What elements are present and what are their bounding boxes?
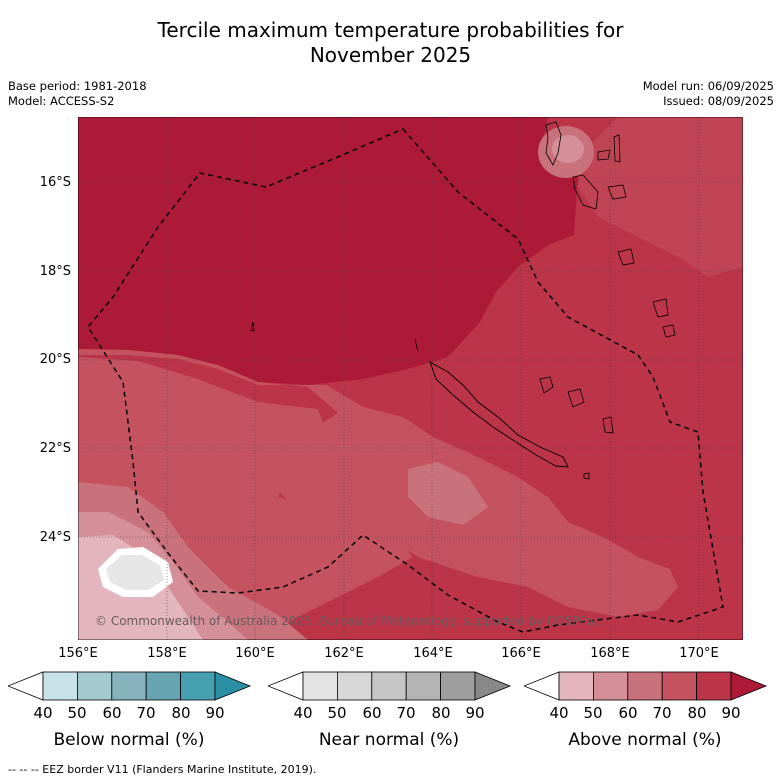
island-loyalty-2 [567,388,585,408]
base-period: Base period: 1981-2018 [8,79,147,93]
island-tanna [662,324,676,338]
lon-label-156e: 156°E [58,646,98,661]
lat-label-22s: 22°S [39,441,71,456]
island-ambrym [607,184,627,200]
colorbar-below-segment [111,671,147,701]
colorbar-below-segment [180,671,216,701]
lon-label-168e: 168°E [590,646,630,661]
colorbar-below-segment [77,671,113,701]
tick-above-70: 70 [652,704,672,722]
tick-above-50: 50 [583,704,603,722]
colorbar-near-segment [405,671,441,701]
tick-near-40: 40 [293,704,313,722]
tick-above-40: 40 [549,704,569,722]
forecast-map [78,117,743,640]
eez-footer-note: -- -- -- EEZ border V11 (Flanders Marine… [8,763,317,776]
colorbar-below-max-arrow [214,671,252,701]
tick-near-90: 90 [465,704,485,722]
island-efate [617,248,635,266]
island-west [250,321,255,332]
tick-near-80: 80 [431,704,451,722]
colorbar-above-segment [696,671,732,701]
colorbar-near-segment [337,671,373,701]
tick-below-60: 60 [102,704,122,722]
colorbar-above-min-arrow [524,671,560,701]
region-near-normal [106,555,164,590]
colorbar-above-segment [661,671,697,701]
lat-label-20s: 20°S [39,352,71,367]
colorbar-label-near: Near normal (%) [318,730,460,750]
tick-below-80: 80 [171,704,191,722]
colorbar-below-segment [145,671,181,701]
region-vanuatu-40-50 [552,135,584,163]
tick-below-70: 70 [136,704,156,722]
title-line-2: November 2025 [309,43,472,67]
region-above-60-70-ne [578,117,743,277]
tick-near-60: 60 [362,704,382,722]
graticule [78,117,743,640]
island-loyalty-3 [602,416,614,434]
colorbar-above-segment [593,671,629,701]
colorbar-above-max-arrow [730,671,768,701]
lat-label-18s: 18°S [39,264,71,279]
colorbar-near-segment [371,671,407,701]
island-chesterfield [414,338,419,353]
tick-below-90: 90 [205,704,225,722]
island-espiritu-santo [545,121,562,166]
colorbar-below-normal [8,671,252,701]
colorbar-label-above: Above normal (%) [568,730,722,750]
lon-label-164e: 164°E [413,646,453,661]
new-caledonia-outline [429,361,569,468]
colorbar-above-segment [627,671,663,701]
region-above-60-70 [78,349,678,617]
lon-label-162e: 162°E [324,646,364,661]
model-run: Model run: 06/09/2025 [642,79,774,93]
copyright-notice: © Commonwealth of Australia 2025, Bureau… [95,614,601,628]
map-title: Tercile maximum temperature probabilitie… [0,18,781,68]
region-above-80-90 [78,117,578,385]
tick-near-50: 50 [327,704,347,722]
tick-above-90: 90 [721,704,741,722]
model-name: Model: ACCESS-S2 [8,94,115,108]
colorbar-near-normal [268,671,512,701]
lon-label-166e: 166°E [501,646,541,661]
colorbar-below-segment [42,671,78,701]
lat-label-16s: 16°S [39,175,71,190]
colorbar-near-min-arrow [268,671,304,701]
meta-right: Model run: 06/09/2025 Issued: 08/09/2025 [643,79,774,109]
colorbar-near-segment [440,671,476,701]
island-erromango [652,298,669,318]
region-above-50-60-centre [408,462,488,525]
tick-above-60: 60 [618,704,638,722]
island-ambae [597,149,611,161]
lat-label-24s: 24°S [39,530,71,545]
colorbar-above-segment [558,671,594,701]
colorbar-label-below: Below normal (%) [53,730,205,750]
eez-border [87,128,724,633]
colorbar-near-segment [302,671,338,701]
island-loyalty-1 [539,376,554,394]
lon-label-170e: 170°E [679,646,719,661]
island-malekula [572,174,599,210]
tick-below-40: 40 [33,704,53,722]
lon-label-158e: 158°E [147,646,187,661]
island-maewo [613,134,621,163]
issued-date: Issued: 08/09/2025 [663,94,774,108]
title-line-1: Tercile maximum temperature probabilitie… [157,18,624,42]
tick-below-50: 50 [67,704,87,722]
colorbar-above-normal [524,671,768,701]
island-walpole [583,472,590,480]
tick-above-80: 80 [687,704,707,722]
meta-left: Base period: 1981-2018 Model: ACCESS-S2 [8,79,147,109]
lon-label-160e: 160°E [235,646,275,661]
colorbar-near-max-arrow [474,671,512,701]
colorbar-below-min-arrow [8,671,44,701]
tick-near-70: 70 [396,704,416,722]
